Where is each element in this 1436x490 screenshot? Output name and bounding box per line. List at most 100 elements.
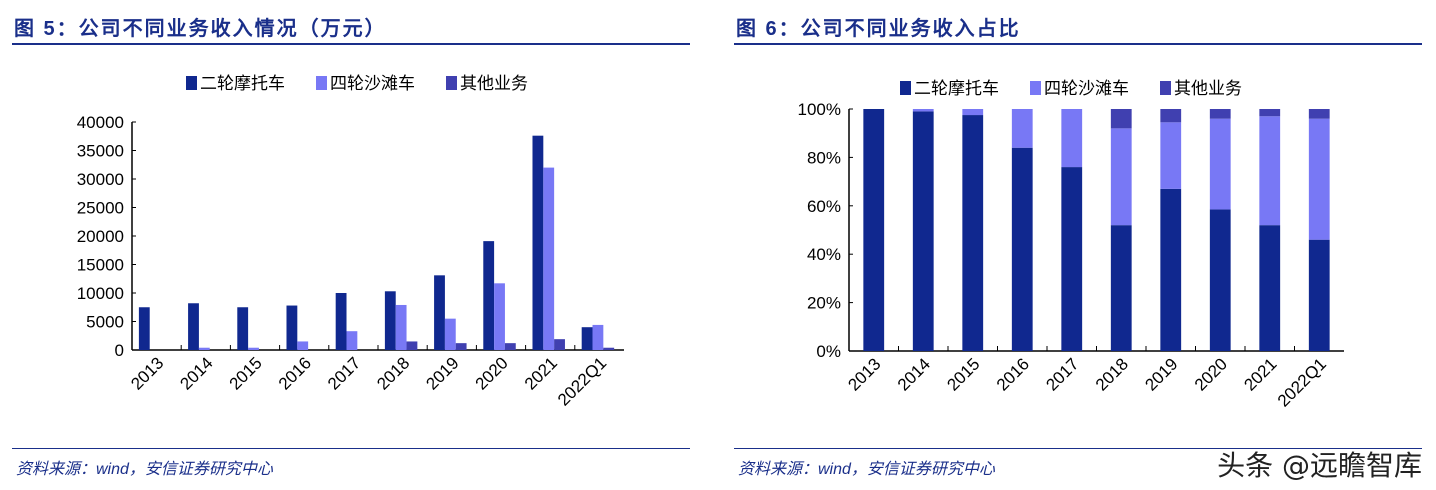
watermark: 头条 @远瞻智库	[1217, 449, 1422, 482]
stacked-bar-chart-share: 二轮摩托车 四轮沙滩车 其他业务 0% 20% 40% 60% 80% 100% 2013 2014…	[798, 79, 1344, 411]
x-tick-label: 2013	[127, 353, 167, 393]
x-tick-label: 2021	[1240, 354, 1280, 394]
x-tick-label: 2021	[521, 353, 561, 393]
bar	[248, 347, 259, 350]
legend-swatch	[1030, 81, 1041, 95]
bar	[346, 331, 358, 350]
source-note: 资料来源：wind，安信证券研究中心	[738, 461, 995, 478]
bar-segment	[1160, 188, 1182, 351]
bar	[483, 241, 495, 350]
x-tick-label: 2015	[226, 353, 266, 393]
bar-segment	[1209, 209, 1231, 351]
x-tick-label: 2016	[275, 353, 315, 393]
y-tick-label: 10000	[77, 284, 124, 303]
bar	[504, 343, 516, 350]
y-tick-label: 80%	[807, 148, 841, 167]
footer-divider	[12, 448, 690, 449]
bar	[237, 307, 249, 350]
x-tick-label: 2020	[472, 353, 512, 393]
x-tick-label: 2015	[943, 354, 983, 394]
legend-label: 二轮摩托车	[914, 79, 999, 98]
x-tick-label: 2022Q1	[1274, 354, 1330, 410]
x-tick-label: 2018	[1092, 354, 1132, 394]
bar-segment	[1160, 122, 1182, 189]
bar	[592, 324, 604, 350]
x-tick-label: 2022Q1	[554, 353, 610, 409]
bar-segment	[1110, 128, 1132, 226]
legend-label: 四轮沙滩车	[330, 74, 415, 93]
legend-label: 二轮摩托车	[200, 74, 285, 93]
bar-segment	[912, 111, 934, 351]
bar-segment	[1061, 109, 1083, 168]
bar-segment	[1061, 167, 1083, 351]
bar	[384, 291, 396, 350]
y-tick-label: 15000	[77, 256, 124, 275]
bar	[532, 135, 544, 350]
bar	[406, 341, 418, 350]
bar-segment	[1209, 118, 1231, 210]
bar	[395, 304, 407, 350]
bar-segment	[1011, 147, 1033, 351]
legend-swatch	[446, 76, 457, 90]
source-note: 资料来源：wind，安信证券研究中心	[16, 461, 273, 478]
legend-swatch	[316, 76, 327, 90]
legend-swatch	[1160, 81, 1171, 95]
bar	[444, 318, 456, 350]
bar	[581, 327, 593, 350]
bar-segment	[1259, 225, 1281, 351]
bar-segment	[962, 115, 984, 351]
bar-segment	[1110, 109, 1132, 129]
x-tick-label: 2014	[176, 353, 216, 393]
bar-segment	[1259, 116, 1281, 226]
legend-label: 其他业务	[460, 74, 528, 93]
bar	[297, 341, 309, 350]
x-tick-label: 2019	[1141, 354, 1181, 394]
bar-chart-revenue: 二轮摩托车 四轮沙滩车 其他业务 0 5000 10000 15000 20000 25000 3…	[77, 74, 624, 410]
y-tick-label: 20000	[77, 227, 124, 246]
x-tick-label: 2016	[993, 354, 1033, 394]
x-tick-label: 2018	[373, 353, 413, 393]
bar-segment	[863, 109, 885, 351]
bar-segment	[962, 109, 984, 116]
y-tick-label: 35000	[77, 142, 124, 161]
y-tick-label: 5000	[86, 313, 124, 332]
footer-divider	[734, 448, 1422, 449]
x-tick-label: 2014	[894, 354, 934, 394]
bar-segment	[1110, 225, 1132, 351]
legend-label: 其他业务	[1174, 79, 1242, 98]
title-divider	[734, 43, 1422, 45]
bar-segment	[1308, 239, 1330, 351]
bar-segment	[1259, 109, 1281, 117]
title-divider	[12, 43, 690, 45]
bar-segment	[1308, 109, 1330, 119]
bar	[286, 305, 298, 350]
x-tick-label: 2013	[844, 354, 884, 394]
y-tick-label: 30000	[77, 170, 124, 189]
bar	[554, 339, 565, 350]
y-tick-label: 40%	[807, 245, 841, 264]
y-tick-label: 60%	[807, 197, 841, 216]
y-tick-label: 100%	[798, 100, 841, 119]
legend-label: 四轮沙滩车	[1044, 79, 1129, 98]
chart-title: 图 5：公司不同业务收入情况（万元）	[14, 18, 387, 40]
bar	[138, 307, 150, 350]
y-tick-label: 25000	[77, 199, 124, 218]
bar-segment	[1308, 118, 1330, 240]
bar-segment	[1011, 109, 1033, 148]
bar	[434, 275, 445, 350]
bar	[543, 167, 555, 350]
legend-swatch	[186, 76, 197, 90]
bar	[198, 347, 210, 350]
bar	[455, 343, 467, 350]
y-tick-label: 0	[115, 341, 124, 360]
bar-segment	[912, 109, 934, 112]
bar	[188, 303, 199, 350]
chart-panel-share: 图 6：公司不同业务收入占比 二轮摩托车 四轮沙滩车 其他业务 0% 20% 40% 60%…	[722, 0, 1422, 490]
y-tick-label: 0%	[816, 342, 841, 361]
y-tick-label: 20%	[807, 294, 841, 313]
x-tick-label: 2017	[324, 353, 364, 393]
chart-title: 图 6：公司不同业务收入占比	[736, 18, 1021, 40]
x-tick-label: 2019	[422, 353, 462, 393]
bar-segment	[1160, 109, 1182, 123]
legend-swatch	[900, 81, 911, 95]
